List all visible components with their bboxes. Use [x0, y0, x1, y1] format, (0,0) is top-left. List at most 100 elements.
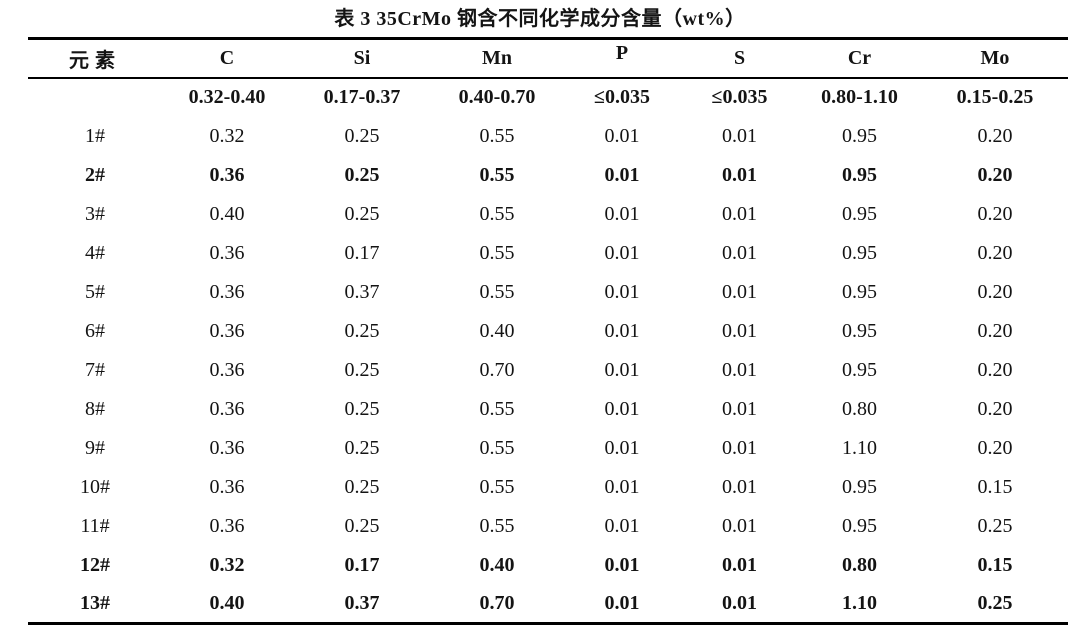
cell-value: 0.55 — [479, 436, 515, 459]
cell-value: 0.36 — [209, 163, 245, 186]
cell-value: 0.15 — [977, 553, 1013, 576]
table-title: 表 3 35CrMo 钢含不同化学成分含量（wt%） — [334, 8, 746, 30]
cell-value: 0.01 — [722, 163, 757, 186]
cell-value: 0.25 — [344, 436, 380, 459]
row-label: 1# — [85, 124, 105, 147]
cell-value: 0.01 — [604, 397, 640, 420]
cell-value: 0.55 — [479, 280, 515, 303]
cell-value: 0.95 — [842, 202, 877, 225]
cell-value: 0.01 — [722, 397, 757, 420]
cell-value: 0.01 — [722, 124, 757, 147]
row-label: 12# — [80, 553, 110, 576]
cell-value: 0.40 — [479, 319, 515, 342]
table-row: 12# 0.32 0.17 0.40 0.01 0.01 0.80 0.15 — [28, 546, 1068, 585]
cell-value: 0.95 — [842, 358, 877, 381]
column-header-mo: Mo — [922, 39, 1068, 78]
spec-cell: 0.32-0.40 — [188, 86, 266, 108]
table-row: 1# 0.32 0.25 0.55 0.01 0.01 0.95 0.20 — [28, 117, 1068, 156]
cell-value: 0.36 — [209, 475, 245, 498]
cell-value: 0.37 — [344, 591, 380, 614]
cell-value: 0.01 — [604, 358, 640, 381]
cell-value: 0.01 — [722, 436, 757, 459]
table-row: 11# 0.36 0.25 0.55 0.01 0.01 0.95 0.25 — [28, 507, 1068, 546]
spec-range-row: 0.32-0.40 0.17-0.37 0.40-0.70 ≤0.035 ≤0.… — [28, 78, 1068, 117]
cell-value: 0.32 — [209, 124, 245, 147]
row-label: 3# — [85, 202, 105, 225]
column-header-si: Si — [292, 39, 432, 78]
spec-cell: ≤0.035 — [594, 86, 650, 108]
table-row: 3# 0.40 0.25 0.55 0.01 0.01 0.95 0.20 — [28, 195, 1068, 234]
cell-value: 0.01 — [722, 475, 757, 498]
cell-value: 0.70 — [479, 591, 515, 614]
cell-value: 0.01 — [722, 514, 757, 537]
cell-value: 0.20 — [977, 163, 1013, 186]
cell-value: 0.36 — [209, 358, 245, 381]
row-label: 6# — [85, 319, 105, 342]
row-label: 7# — [85, 358, 105, 381]
column-header-cr: Cr — [797, 39, 922, 78]
cell-value: 0.95 — [842, 241, 877, 264]
cell-value: 0.20 — [977, 124, 1013, 147]
column-header-label: P — [615, 41, 629, 64]
cell-value: 1.10 — [842, 436, 877, 459]
cell-value: 0.01 — [604, 475, 640, 498]
row-label: 9# — [85, 436, 105, 459]
column-header-element: 元素 — [28, 39, 162, 78]
cell-value: 0.01 — [604, 319, 640, 342]
row-label: 10# — [80, 475, 110, 498]
cell-value: 1.10 — [842, 591, 877, 614]
table-row: 10# 0.36 0.25 0.55 0.01 0.01 0.95 0.15 — [28, 468, 1068, 507]
spec-cell: 0.17-0.37 — [323, 86, 401, 108]
row-label: 8# — [85, 397, 105, 420]
cell-value: 0.95 — [842, 163, 877, 186]
cell-value: 0.55 — [479, 241, 515, 264]
composition-table: 元素 C Si Mn P S Cr Mo 0.32-0.40 0.17-0.37… — [28, 37, 1068, 625]
cell-value: 0.20 — [977, 241, 1013, 264]
cell-value: 0.40 — [209, 202, 245, 225]
cell-value: 0.55 — [479, 202, 515, 225]
cell-value: 0.25 — [344, 514, 380, 537]
cell-value: 0.95 — [842, 514, 877, 537]
column-header-label: 元素 — [69, 49, 121, 72]
cell-value: 0.55 — [479, 124, 515, 147]
cell-value: 0.36 — [209, 514, 245, 537]
cell-value: 0.25 — [344, 397, 380, 420]
cell-value: 0.01 — [604, 280, 640, 303]
cell-value: 0.80 — [842, 397, 877, 420]
cell-value: 0.95 — [842, 475, 877, 498]
cell-value: 0.20 — [977, 280, 1013, 303]
cell-value: 0.25 — [344, 319, 380, 342]
cell-value: 0.55 — [479, 163, 515, 186]
spec-cell — [28, 78, 162, 117]
cell-value: 0.25 — [344, 202, 380, 225]
cell-value: 0.36 — [209, 436, 245, 459]
cell-value: 0.25 — [977, 591, 1013, 614]
column-header-label: Mn — [482, 46, 512, 69]
cell-value: 0.17 — [344, 241, 380, 264]
cell-value: 0.25 — [344, 163, 380, 186]
column-header-label: Mo — [980, 46, 1010, 69]
row-label: 4# — [85, 241, 105, 264]
cell-value: 0.01 — [604, 163, 640, 186]
cell-value: 0.32 — [209, 553, 245, 576]
spec-cell: 0.80-1.10 — [821, 86, 898, 108]
header-row: 元素 C Si Mn P S Cr Mo — [28, 39, 1068, 78]
cell-value: 0.25 — [977, 514, 1013, 537]
cell-value: 0.25 — [344, 124, 380, 147]
cell-value: 0.01 — [604, 202, 640, 225]
spec-cell: 0.15-0.25 — [956, 86, 1034, 108]
cell-value: 0.20 — [977, 358, 1013, 381]
row-label: 11# — [80, 514, 110, 537]
column-header-label: S — [733, 46, 746, 69]
cell-value: 0.01 — [604, 591, 640, 614]
table-body: 1# 0.32 0.25 0.55 0.01 0.01 0.95 0.20 2# 0.36 0.25… — [28, 117, 1068, 624]
cell-value: 0.01 — [722, 591, 757, 614]
cell-value: 0.36 — [209, 319, 245, 342]
cell-value: 0.01 — [722, 280, 757, 303]
table-row: 2# 0.36 0.25 0.55 0.01 0.01 0.95 0.20 — [28, 156, 1068, 195]
cell-value: 0.40 — [209, 591, 245, 614]
row-label: 2# — [85, 163, 105, 186]
cell-value: 0.25 — [344, 475, 380, 498]
column-header-c: C — [162, 39, 292, 78]
column-header-label: Cr — [847, 46, 872, 69]
